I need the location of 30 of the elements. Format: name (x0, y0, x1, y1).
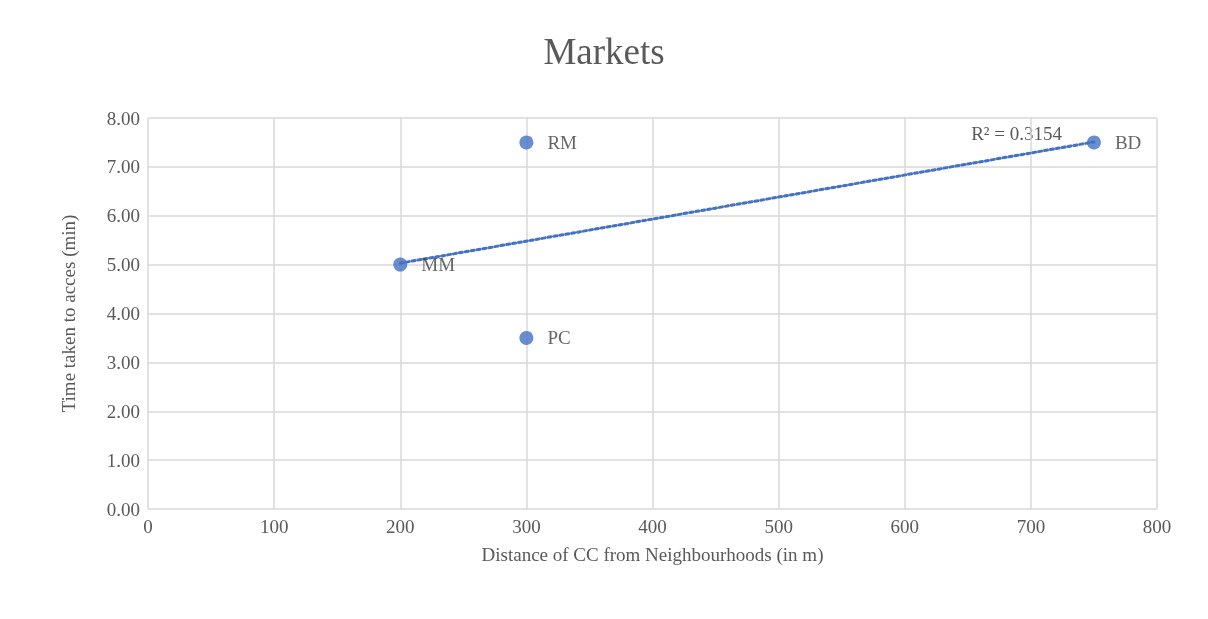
data-label: RM (547, 131, 578, 153)
y-tick-label: 6.00 (106, 205, 140, 227)
data-label: BD (1114, 131, 1142, 153)
point (519, 330, 534, 345)
x-tick-label: 500 (764, 516, 793, 537)
y-tick-label: 3.00 (106, 351, 140, 373)
x-tick-label: 600 (890, 516, 919, 537)
point (1086, 135, 1101, 150)
x-tick-label: 800 (1142, 516, 1172, 537)
y-tick-label: 1.00 (106, 449, 140, 471)
x-tick-label: 700 (1016, 516, 1046, 537)
point (393, 257, 408, 272)
x-tick-label: 200 (386, 516, 415, 537)
annotation: R² = 0.3154 (971, 123, 1063, 144)
point (519, 135, 534, 150)
x-axis-title: Distance of CC from Neighbourhoods (in m) (481, 544, 824, 566)
x-tick-label: 400 (638, 516, 667, 537)
y-tick-label: 7.00 (106, 156, 140, 178)
data-label: MM (421, 254, 456, 276)
y-tick-label: 8.00 (106, 107, 140, 129)
y-tick-label: 2.00 (106, 400, 140, 422)
y-tick-label: 4.00 (106, 303, 140, 324)
y-tick-label: 0.00 (106, 498, 140, 520)
x-tick-label: 100 (259, 516, 289, 537)
y-tick-label: 5.00 (106, 254, 140, 276)
chart-title: Markets (543, 31, 665, 72)
y-axis-title: Time taken to acces (min) (58, 214, 80, 413)
x-tick-label: 300 (512, 516, 541, 537)
data-label: PC (547, 327, 571, 349)
x-tick-label: 0 (143, 516, 153, 537)
